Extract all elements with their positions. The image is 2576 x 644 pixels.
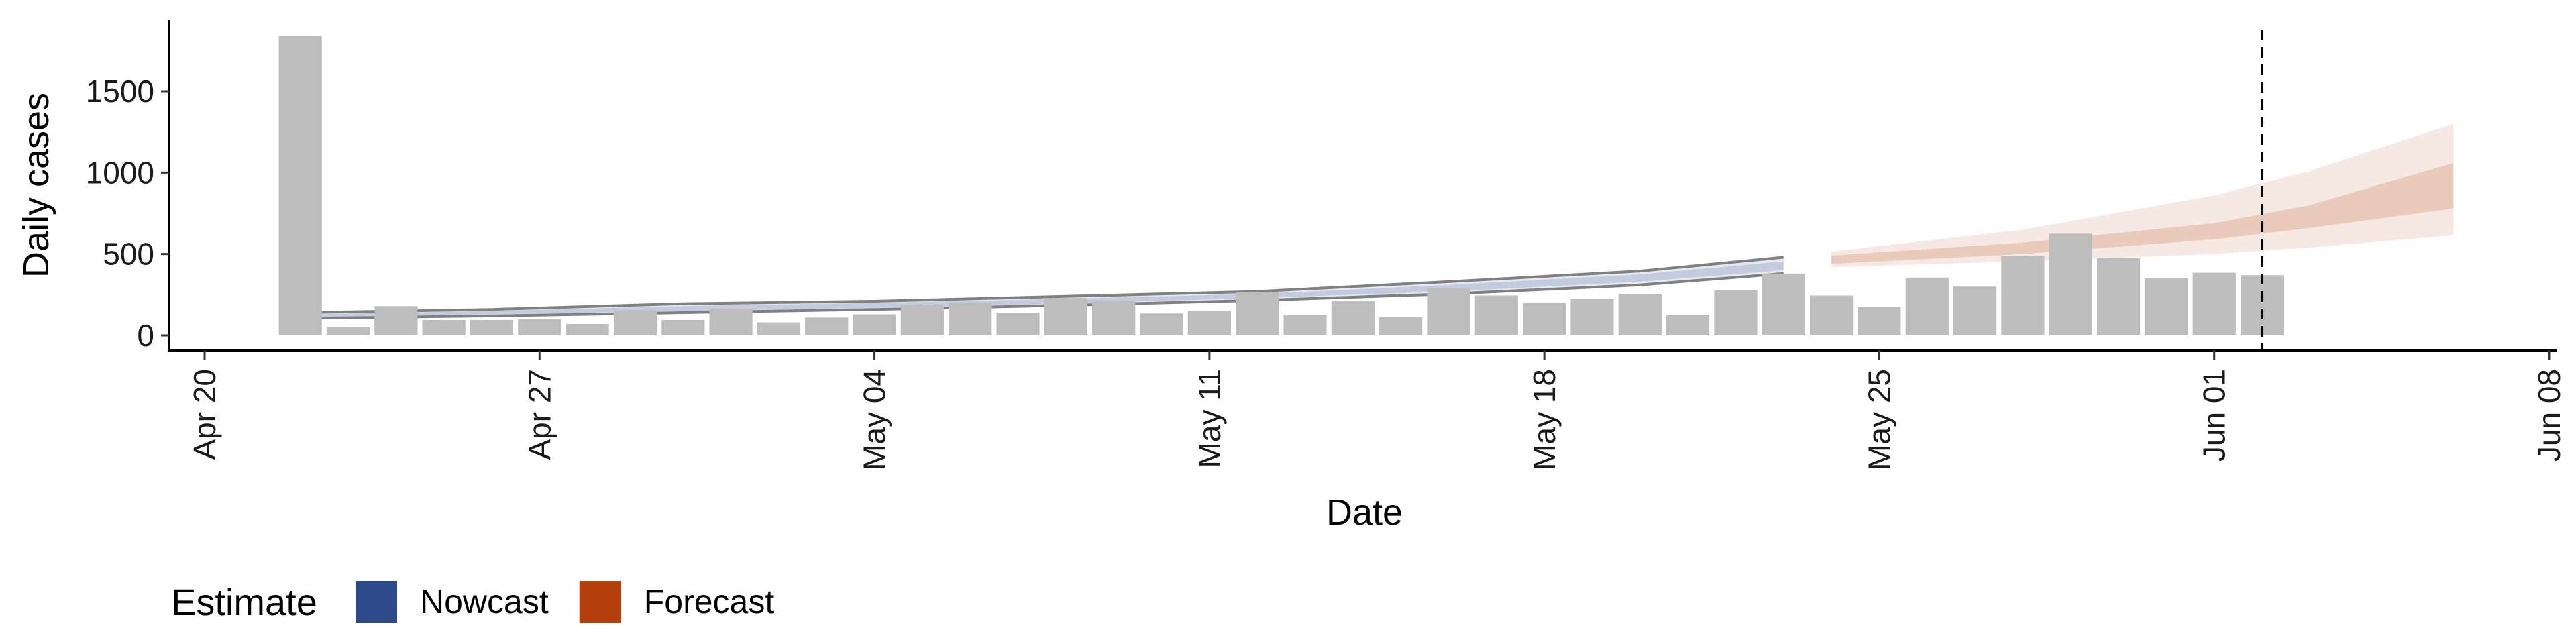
case-bar (374, 306, 418, 335)
case-bar (709, 308, 753, 335)
case-bar (949, 303, 992, 335)
x-axis-title: Date (1326, 492, 1403, 533)
case-bar (900, 304, 944, 335)
x-tick-label: Jun 01 (2197, 369, 2232, 462)
forecast-outer-band (1831, 123, 2454, 268)
case-bar (996, 313, 1040, 335)
case-bar (613, 310, 657, 335)
y-axis-title: Daily cases (16, 93, 56, 278)
case-bar (805, 317, 849, 335)
case-bar (1379, 317, 1423, 335)
y-tick-label: 500 (103, 237, 154, 272)
case-bar (326, 327, 370, 335)
legend-title: Estimate (171, 581, 317, 623)
nowcast-inner-band (300, 261, 1784, 317)
estimate-bands (300, 123, 2454, 320)
case-bar (1858, 307, 1901, 335)
case-bar (1523, 303, 1566, 335)
legend-label: Forecast (644, 583, 775, 621)
nowcast-upper-line (300, 256, 1784, 314)
case-bar (1331, 301, 1375, 335)
nowcast-outer-band (300, 257, 1784, 319)
case-bar (2240, 275, 2284, 335)
case-bar (1140, 313, 1183, 335)
case-bar (2192, 272, 2236, 335)
daily-case-bars (278, 36, 2284, 335)
case-bar (2145, 278, 2188, 335)
case-bar (1187, 311, 1231, 335)
case-bar (422, 319, 466, 335)
case-bar (2096, 258, 2141, 335)
case-bar (470, 319, 514, 335)
case-bar (1044, 298, 1087, 335)
legend-label: Nowcast (420, 583, 549, 621)
case-bar (278, 36, 322, 335)
case-bar (1666, 315, 1710, 335)
case-bar (757, 322, 801, 335)
case-bar (1953, 286, 1997, 335)
y-tick-label: 1000 (86, 155, 154, 190)
case-bar (2001, 256, 2045, 335)
case-bar (1810, 295, 1854, 335)
axes (168, 20, 2557, 352)
case-bar (2049, 233, 2092, 335)
forecast-inner-band (1831, 162, 2454, 264)
legend-swatch (579, 581, 621, 623)
case-bar (853, 314, 896, 335)
case-bar (518, 319, 561, 335)
x-tick-label: May 11 (1192, 369, 1227, 468)
x-tick-label: Jun 08 (2532, 369, 2567, 462)
x-tick-label: May 04 (857, 369, 892, 470)
legend-swatch (356, 581, 397, 623)
legend: Estimate Nowcast Forecast (171, 581, 774, 623)
case-bar (1905, 277, 1949, 335)
x-ticks: Apr 20 Apr 27 May 04 May 11 May 18 May 25 Jun … (187, 350, 2567, 470)
y-ticks: 0 500 1000 1500 (86, 74, 169, 353)
x-tick-label: May 18 (1527, 369, 1562, 470)
case-bar (1236, 292, 1279, 335)
y-tick-label: 0 (137, 318, 154, 353)
case-bar (566, 324, 609, 335)
case-bar (661, 319, 705, 335)
case-bar (1092, 300, 1136, 335)
x-tick-label: May 25 (1862, 369, 1896, 470)
case-bar (1283, 315, 1327, 335)
case-bar (1618, 294, 1662, 335)
case-bar (1570, 299, 1614, 335)
case-bar (1762, 273, 1805, 335)
y-tick-label: 1500 (86, 74, 154, 109)
x-tick-label: Apr 27 (522, 369, 557, 460)
legend-entries: Nowcast Forecast (356, 581, 774, 623)
x-tick-label: Apr 20 (187, 369, 222, 460)
case-bar (1427, 288, 1470, 335)
case-bar (1714, 290, 1758, 335)
case-bar (1474, 295, 1518, 335)
